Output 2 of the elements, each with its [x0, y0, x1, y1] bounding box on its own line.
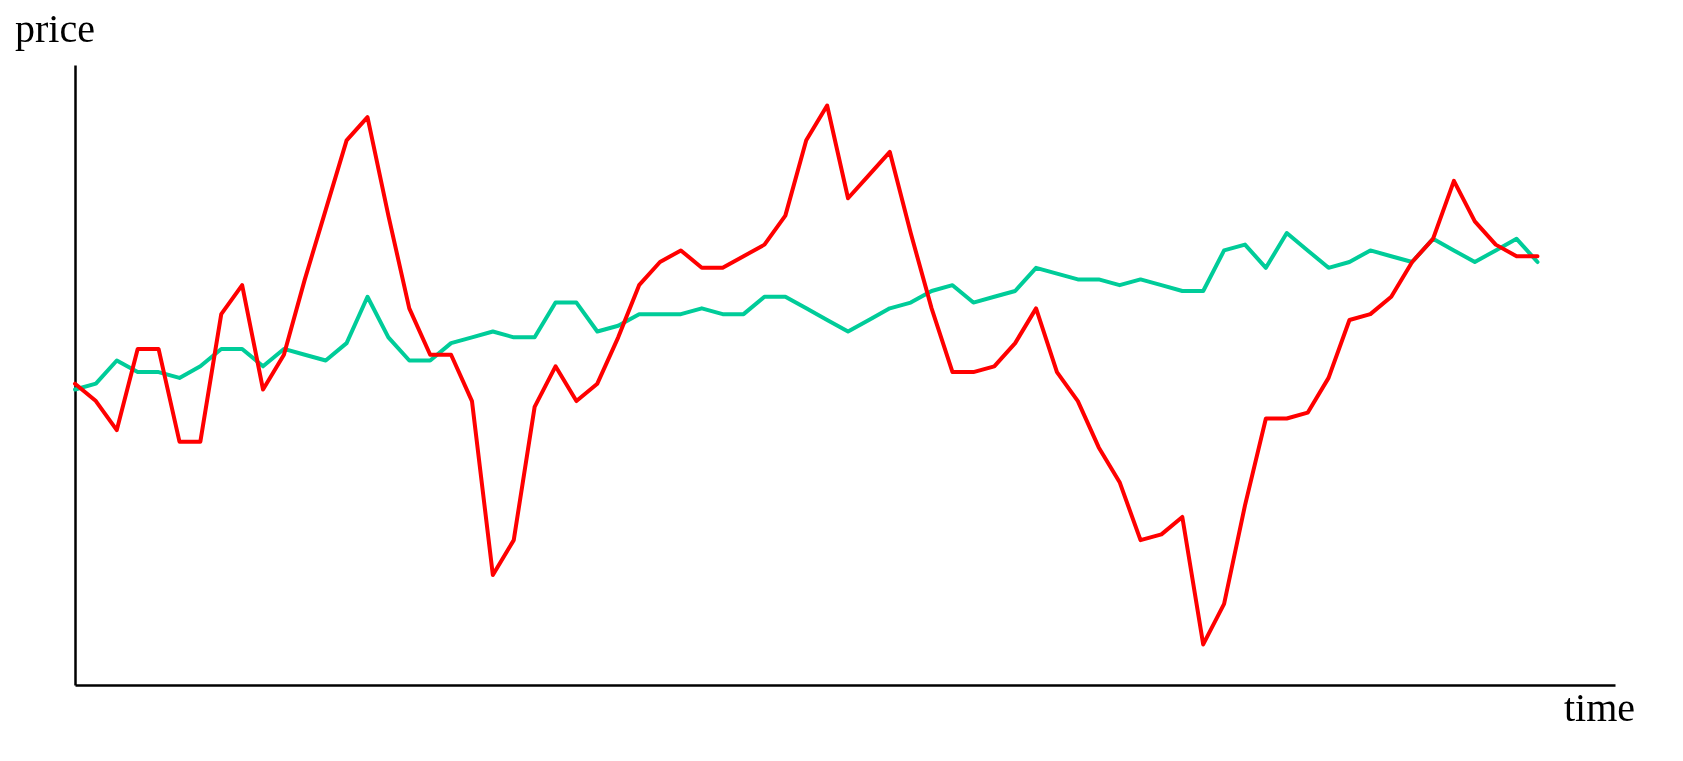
x-axis-title: time	[1563, 685, 1635, 730]
y-axis-title: price	[15, 6, 95, 51]
